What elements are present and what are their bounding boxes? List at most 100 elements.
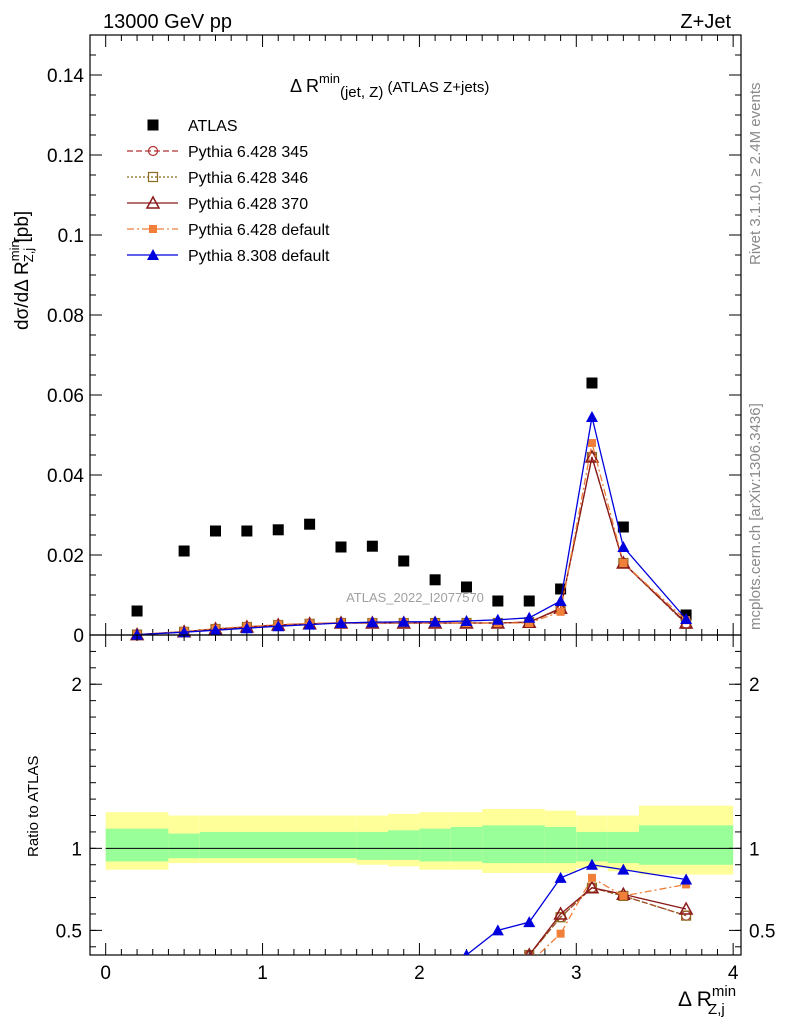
legend: ATLAS Pythia 6.428 345 Pythia 6.428 346 Pyt… xyxy=(127,118,330,265)
point-pythia-8-308-default xyxy=(680,613,693,624)
main-y-label-sup: min xyxy=(7,240,22,261)
ratio-xtick-label: 0 xyxy=(100,963,111,984)
point-pythia-8-308-default xyxy=(397,615,410,627)
ratio-ytick-label: 1 xyxy=(71,839,82,860)
legend-label-pythia-6-428-345: Pythia 6.428 345 xyxy=(188,144,308,161)
ratio-point-pythia-6-428-370 xyxy=(584,880,600,894)
legend-marker-pythia-6-428-345 xyxy=(147,145,159,157)
uncertainty-band-inner xyxy=(105,828,169,862)
legend-marker-atlas xyxy=(147,119,159,131)
point-pythia-8-308-default xyxy=(272,620,285,632)
main-y-label-tail: [pb] xyxy=(12,211,33,248)
main-ytick-label: 0.04 xyxy=(47,466,84,487)
main-y-label-sub: Z,j xyxy=(21,248,36,263)
point-atlas xyxy=(335,541,347,553)
main-ytick-label: 0.14 xyxy=(47,66,84,87)
point-atlas xyxy=(178,545,190,557)
ratio-xtick-label: 2 xyxy=(414,963,425,984)
series-line-pythia-6-428-370 xyxy=(137,456,687,636)
legend-marker-pythia-6-428-346 xyxy=(147,171,159,183)
ratio-series-group xyxy=(463,858,694,955)
ratio-xtick-label: 4 xyxy=(728,963,739,984)
ratio-point-pythia-8-308-default xyxy=(585,858,598,870)
point-pythia-8-308-default xyxy=(209,624,222,636)
point-pythia-8-308-default xyxy=(429,615,442,627)
main-ytick-label: 0.1 xyxy=(58,226,84,247)
x-axis-label-sup: min xyxy=(712,983,736,1000)
point-atlas xyxy=(131,605,143,617)
plot-title-tail: (ATLAS Z+jets) xyxy=(383,79,489,96)
x-axis-label: Δ Rmin Z,j xyxy=(678,983,736,1018)
point-pythia-8-308-default xyxy=(523,611,536,623)
plot-title: Δ Rmin(jet, Z) (ATLAS Z+jets) xyxy=(290,71,489,101)
ratio-line-pythia-8-308-default xyxy=(466,864,687,955)
ratio-point-pythia-6-428-346 xyxy=(680,910,692,921)
point-atlas xyxy=(617,521,629,533)
uncertainty-band-inner xyxy=(356,831,389,860)
point-pythia-6-428-default xyxy=(587,439,596,447)
main-ytick-label: 0.12 xyxy=(47,146,84,167)
uncertainty-band-inner xyxy=(168,833,200,859)
plot-title-main: Δ R xyxy=(290,76,319,96)
uncertainty-band-inner xyxy=(482,825,514,864)
point-pythia-8-308-default xyxy=(366,616,379,628)
plot-title-sup: min xyxy=(319,71,340,86)
legend-label-atlas: ATLAS xyxy=(188,118,238,135)
ratio-point-pythia-6-428-370 xyxy=(553,906,568,920)
point-pythia-8-308-default xyxy=(585,411,598,422)
series-line-pythia-6-428-346 xyxy=(137,456,687,636)
x-axis-label-sub: Z,j xyxy=(708,1001,725,1018)
point-atlas xyxy=(241,525,253,537)
uncertainty-band-inner xyxy=(199,831,357,859)
uncertainty-band-inner xyxy=(639,825,734,865)
point-atlas xyxy=(555,583,567,595)
uncertainty-band-inner xyxy=(450,827,483,862)
main-ytick-label: 0.08 xyxy=(47,306,84,327)
point-atlas xyxy=(304,518,316,530)
point-pythia-8-308-default xyxy=(617,541,630,552)
main-ytick-label: 0 xyxy=(73,626,84,647)
legend-label-pythia-6-428-370: Pythia 6.428 370 xyxy=(188,196,308,213)
ratio-ytick-label: 0.5 xyxy=(56,921,82,942)
legend-marker-pythia-8-308-default xyxy=(147,249,159,260)
main-ytick-label: 0.02 xyxy=(47,546,84,567)
ratio-xtick-label: 1 xyxy=(257,963,268,984)
legend-marker-pythia-6-428-default xyxy=(149,225,157,233)
ratio-point-pythia-6-428-default xyxy=(587,873,596,882)
point-atlas xyxy=(523,595,535,607)
point-pythia-8-308-default xyxy=(460,615,473,626)
point-atlas xyxy=(586,377,598,389)
legend-label-pythia-8-308-default: Pythia 8.308 default xyxy=(188,248,330,265)
point-atlas xyxy=(429,574,441,586)
point-atlas xyxy=(366,540,378,552)
main-ytick-label: 0.06 xyxy=(47,386,84,407)
ratio-xtick-label: 3 xyxy=(571,963,582,984)
point-atlas xyxy=(209,525,221,537)
ratio-point-pythia-6-428-default xyxy=(556,929,565,938)
point-pythia-8-308-default xyxy=(303,618,316,630)
point-pythia-8-308-default xyxy=(554,595,567,606)
uncertainty-band-inner xyxy=(544,827,577,864)
ratio-point-pythia-6-428-default xyxy=(619,891,628,900)
point-atlas xyxy=(460,581,472,593)
ratio-point-pythia-8-308-default xyxy=(463,949,470,955)
point-pythia-8-308-default xyxy=(240,622,253,634)
point-pythia-8-308-default xyxy=(491,613,504,625)
ratio-point-pythia-6-428-370 xyxy=(525,947,534,955)
point-pythia-6-428-default xyxy=(556,607,565,616)
ratio-frame xyxy=(89,634,742,956)
ratio-point-pythia-8-308-default xyxy=(617,863,630,875)
ratio-ytick-label-right: 2 xyxy=(749,675,760,696)
ratio-point-pythia-8-308-default xyxy=(680,873,693,885)
uncertainty-band-inner xyxy=(513,825,545,864)
ratio-ytick-label: 2 xyxy=(71,675,82,696)
x-axis-label-main: Δ R xyxy=(678,988,712,1011)
ratio-line-pythia-6-428-370 xyxy=(528,887,687,955)
ratio-y-label: Ratio to ATLAS xyxy=(25,756,42,857)
uncertainty-band-inner xyxy=(388,830,420,860)
uncertainty-band-inner xyxy=(419,828,451,862)
ratio-ytick-label-right: 1 xyxy=(749,839,760,860)
uncertainty-band-inner xyxy=(576,831,608,862)
legend-label-pythia-6-428-default: Pythia 6.428 default xyxy=(188,222,330,239)
